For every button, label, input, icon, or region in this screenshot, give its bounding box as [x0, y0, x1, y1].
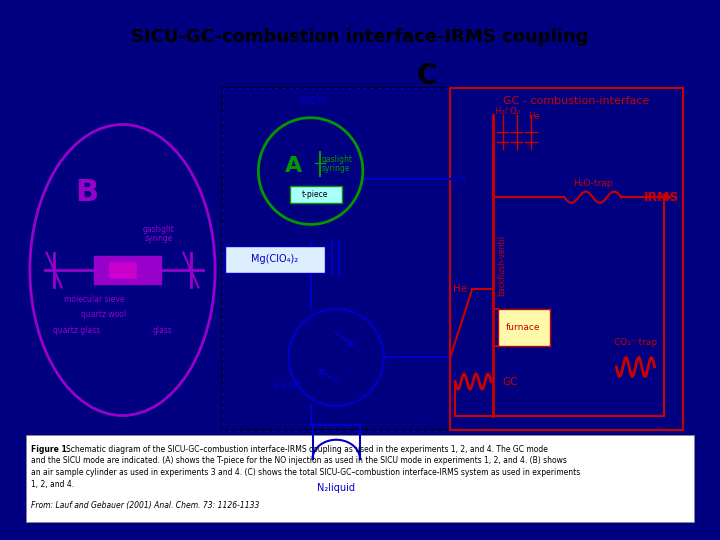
Text: SICU: SICU — [300, 96, 325, 106]
Text: He: He — [528, 112, 540, 122]
Text: gastight: gastight — [143, 225, 174, 234]
Bar — [26, 435, 694, 522]
Text: an air sample cylinder as used in experiments 3 and 4. (C) shows the total SICU-: an air sample cylinder as used in experi… — [31, 468, 580, 477]
Bar — [108, 261, 137, 279]
Text: IRMS: IRMS — [644, 191, 679, 204]
Text: and the SICU mode are indicated. (A) shows the T-piece for the NO injection as u: and the SICU mode are indicated. (A) sho… — [31, 456, 567, 465]
Text: syringe: syringe — [145, 234, 173, 244]
Bar — [498, 309, 550, 346]
Text: A: A — [285, 156, 302, 176]
Text: glass: glass — [153, 326, 172, 335]
Bar — [94, 256, 161, 284]
Text: quartz wool: quartz wool — [81, 310, 126, 319]
Bar — [222, 87, 683, 430]
Text: B: B — [75, 178, 98, 207]
Text: GC: GC — [503, 376, 518, 387]
Bar — [289, 186, 342, 203]
Text: Mg(ClO₄)₂: Mg(ClO₄)₂ — [251, 254, 298, 265]
Text: SICU-GC-combustion interface-IRMS coupling: SICU-GC-combustion interface-IRMS coupli… — [131, 28, 589, 46]
Bar — [222, 87, 450, 430]
Text: syringe: syringe — [322, 164, 351, 173]
Text: N₂liquid: N₂liquid — [318, 483, 355, 493]
Text: backflush-ventil: backflush-ventil — [497, 234, 505, 296]
Text: He: He — [453, 174, 467, 184]
Text: C: C — [416, 62, 437, 90]
Text: GC - combustion-interface: GC - combustion-interface — [503, 96, 649, 106]
Bar — [450, 87, 683, 430]
Text: 6-port: 6-port — [272, 381, 302, 391]
Text: 1, 2, and 4.: 1, 2, and 4. — [31, 480, 74, 489]
Text: From: Lauf and Gebauer (2001) Anal. Chem. 73: 1126-1133: From: Lauf and Gebauer (2001) Anal. Chem… — [31, 501, 260, 510]
Text: CO₂⁻ trap: CO₂⁻ trap — [614, 338, 657, 347]
Text: He: He — [453, 285, 467, 294]
Text: Figure 1.: Figure 1. — [31, 444, 70, 454]
Text: quartz glass: quartz glass — [53, 326, 101, 335]
Text: gaslight: gaslight — [322, 155, 353, 164]
Bar — [225, 246, 325, 273]
Text: H₂/ O₂: H₂/ O₂ — [495, 106, 520, 116]
Text: Schematic diagram of the SICU-GC–combustion interface-IRMS coupling as used in t: Schematic diagram of the SICU-GC–combust… — [66, 444, 549, 454]
Text: t-piece: t-piece — [302, 190, 328, 199]
Text: furnace: furnace — [506, 323, 541, 332]
Text: H₂O-trap: H₂O-trap — [573, 179, 613, 188]
Text: molecular sieve: molecular sieve — [64, 295, 125, 303]
